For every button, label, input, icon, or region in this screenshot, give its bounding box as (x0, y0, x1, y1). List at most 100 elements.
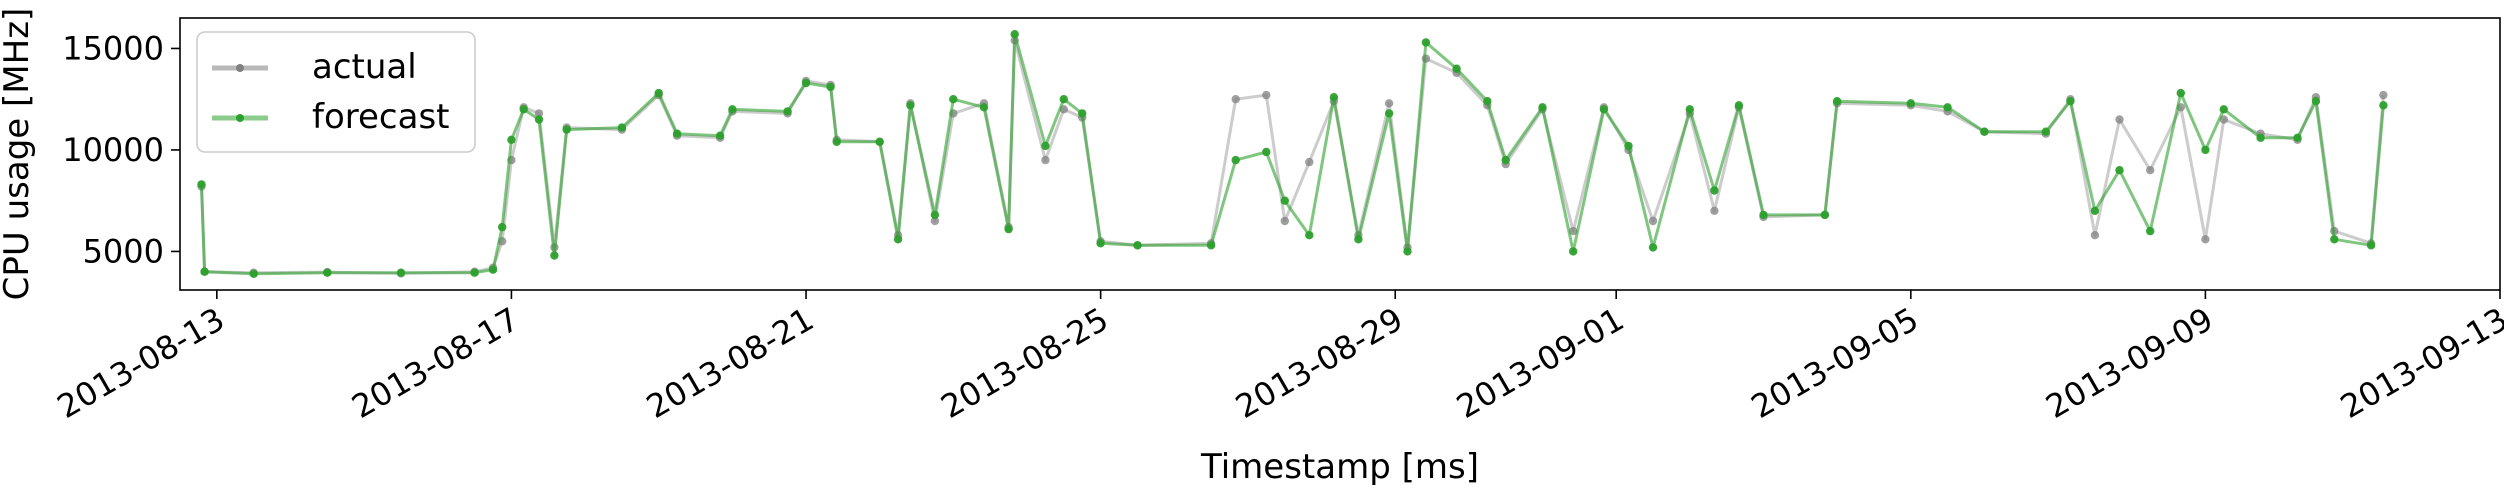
data-point-forecast-22 (875, 137, 884, 146)
data-point-forecast-63 (2066, 97, 2075, 106)
data-point-forecast-50 (1599, 105, 1609, 114)
legend-entry-forecast: forecast (312, 97, 450, 137)
data-point-forecast-67 (2176, 88, 2185, 98)
data-point-forecast-24 (906, 101, 915, 110)
data-point-forecast-69 (2219, 105, 2228, 114)
data-point-forecast-26 (949, 95, 958, 104)
data-point-actual-49 (1569, 226, 1578, 236)
data-point-forecast-74 (2366, 241, 2376, 250)
legend-forecast-marker (236, 114, 244, 122)
data-point-forecast-52 (1648, 243, 1658, 252)
data-point-forecast-37 (1262, 147, 1271, 157)
y-tick-label: 15000 (62, 29, 164, 67)
data-point-actual-64 (2090, 231, 2100, 240)
data-point-forecast-54 (1710, 186, 1719, 195)
data-point-forecast-6 (488, 265, 498, 274)
data-point-forecast-58 (1832, 97, 1842, 106)
data-point-forecast-20 (826, 82, 835, 92)
data-point-forecast-70 (2256, 133, 2265, 142)
data-point-forecast-62 (2041, 127, 2050, 136)
data-point-forecast-0 (197, 180, 206, 189)
data-point-actual-68 (2201, 235, 2210, 244)
data-point-forecast-15 (672, 129, 682, 138)
data-point-actual-36 (1231, 95, 1240, 104)
data-point-forecast-38 (1280, 196, 1290, 205)
data-point-forecast-18 (783, 107, 792, 116)
data-point-forecast-44 (1421, 38, 1431, 47)
data-point-actual-42 (1384, 99, 1394, 108)
data-point-forecast-21 (832, 137, 841, 146)
data-point-forecast-29 (1010, 30, 1019, 39)
data-point-forecast-66 (2146, 226, 2155, 236)
data-point-forecast-47 (1501, 155, 1510, 165)
data-point-forecast-16 (715, 131, 725, 140)
data-point-forecast-35 (1206, 241, 1216, 250)
series-forecast (197, 30, 2388, 278)
data-point-forecast-17 (728, 105, 737, 114)
data-point-forecast-31 (1059, 95, 1069, 104)
data-point-forecast-48 (1538, 103, 1547, 112)
data-point-forecast-75 (2379, 101, 2388, 110)
series-line-forecast (200, 32, 2385, 276)
data-point-forecast-27 (979, 103, 989, 112)
data-point-forecast-40 (1329, 93, 1339, 102)
data-point-forecast-28 (1004, 224, 1013, 234)
x-axis-label: Timestamp [ms] (1200, 447, 1479, 487)
legend-box (196, 31, 476, 153)
data-point-forecast-39 (1305, 231, 1314, 240)
legend-actual-marker (236, 64, 244, 72)
data-point-forecast-55 (1734, 101, 1744, 110)
data-point-forecast-34 (1133, 241, 1142, 250)
data-point-forecast-5 (470, 268, 479, 277)
data-point-forecast-23 (893, 235, 903, 244)
data-point-forecast-8 (507, 135, 516, 144)
data-point-forecast-10 (534, 115, 544, 124)
data-point-forecast-72 (2311, 97, 2321, 106)
data-point-forecast-1 (200, 267, 209, 276)
data-point-actual-65 (2115, 115, 2124, 124)
data-point-forecast-65 (2115, 166, 2124, 175)
data-point-forecast-43 (1403, 247, 1412, 256)
data-point-forecast-57 (1820, 210, 1830, 220)
data-point-forecast-51 (1624, 141, 1633, 151)
legend-entry-actual: actual (312, 47, 417, 87)
data-point-forecast-53 (1685, 105, 1695, 114)
data-point-actual-30 (1041, 155, 1050, 165)
data-point-forecast-45 (1452, 64, 1461, 73)
data-point-forecast-32 (1078, 109, 1087, 118)
data-point-forecast-14 (654, 88, 663, 98)
data-point-forecast-12 (562, 125, 571, 134)
data-point-forecast-13 (617, 123, 627, 132)
data-point-forecast-19 (801, 78, 811, 88)
data-point-forecast-71 (2293, 133, 2302, 142)
data-point-actual-66 (2146, 166, 2155, 175)
data-point-forecast-61 (1980, 127, 1989, 136)
data-point-forecast-60 (1943, 103, 1952, 112)
data-point-forecast-7 (498, 222, 507, 232)
data-point-actual-39 (1305, 157, 1314, 167)
data-point-forecast-9 (519, 105, 528, 114)
data-point-forecast-33 (1096, 239, 1105, 248)
data-point-forecast-4 (396, 268, 406, 277)
data-point-actual-25 (930, 216, 940, 226)
data-point-actual-38 (1280, 216, 1290, 226)
data-point-forecast-25 (930, 210, 940, 220)
data-point-forecast-68 (2201, 145, 2210, 155)
y-axis: 5000 10000 15000 (62, 29, 180, 270)
legend: actual forecast (196, 31, 476, 153)
data-point-forecast-41 (1354, 235, 1363, 244)
data-point-forecast-30 (1041, 141, 1050, 151)
y-tick-label: 5000 (83, 232, 164, 270)
y-tick-label: 10000 (62, 131, 164, 169)
data-point-forecast-2 (249, 269, 258, 278)
data-point-actual-52 (1648, 216, 1658, 226)
data-point-actual-37 (1262, 90, 1271, 100)
data-point-forecast-42 (1384, 109, 1394, 118)
data-point-forecast-3 (323, 268, 332, 277)
data-point-forecast-46 (1483, 97, 1492, 106)
data-point-forecast-56 (1759, 210, 1768, 220)
series-layer (197, 30, 2388, 278)
data-point-forecast-73 (2330, 235, 2339, 244)
data-point-forecast-11 (550, 251, 559, 260)
